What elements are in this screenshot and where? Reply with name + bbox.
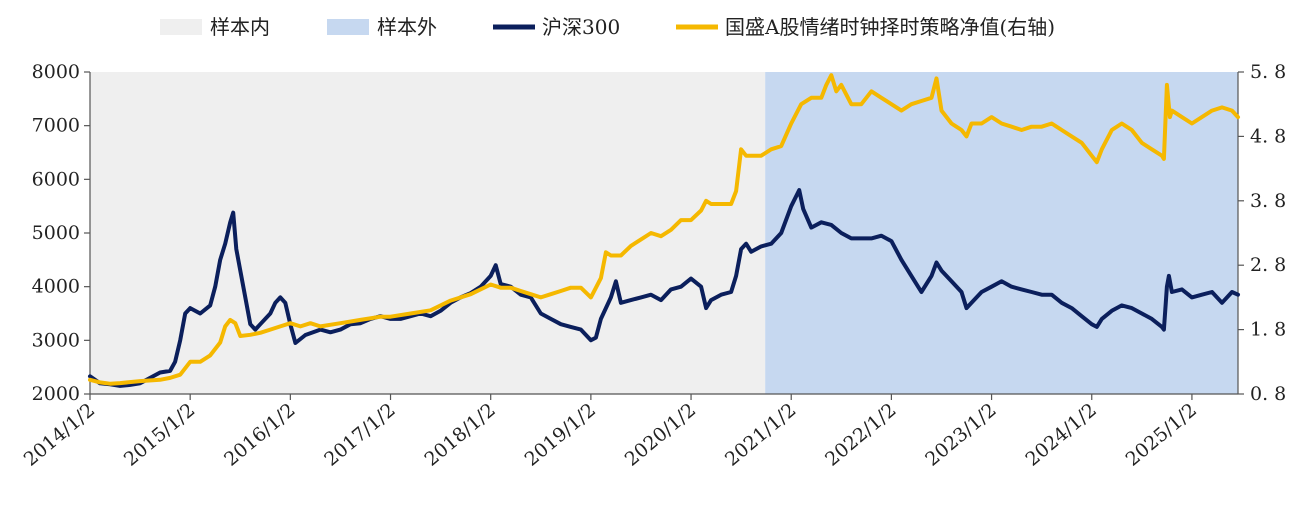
y-right-tick-label: 1. 8 <box>1250 319 1286 341</box>
legend-label-strategy: 国盛A股情绪时钟择时策略净值(右轴) <box>725 15 1055 39</box>
y-left-tick-label: 8000 <box>32 61 80 83</box>
axes <box>84 71 1244 400</box>
x-tick-label: 2025/1/2 <box>1122 399 1202 471</box>
x-tick-label: 2016/1/2 <box>220 399 300 471</box>
x-tick-label: 2024/1/2 <box>1021 399 1101 471</box>
legend-label-hs300: 沪深300 <box>542 15 620 39</box>
x-tick-label: 2022/1/2 <box>821 399 901 471</box>
x-tick-label: 2023/1/2 <box>921 399 1001 471</box>
y-left-tick-label: 5000 <box>32 222 80 244</box>
legend-label-out-of-sample: 样本外 <box>377 15 437 39</box>
y-right-tick-label: 0. 8 <box>1250 383 1286 405</box>
x-tick-label: 2015/1/2 <box>120 399 200 471</box>
y-left-tick-label: 7000 <box>32 115 80 137</box>
y-left-tick-label: 2000 <box>32 383 80 405</box>
y-left-tick-label: 3000 <box>32 329 80 351</box>
y-right-tick-label: 3. 8 <box>1250 190 1286 212</box>
x-tick-label: 2021/1/2 <box>721 399 801 471</box>
y-right-tick-label: 2. 8 <box>1250 254 1286 276</box>
y-left-tick-label: 6000 <box>32 168 80 190</box>
y-right-tick-label: 5. 8 <box>1250 61 1286 83</box>
legend-swatch-out-of-sample <box>327 19 369 35</box>
y-right-tick-label: 4. 8 <box>1250 125 1286 147</box>
x-tick-label: 2017/1/2 <box>320 399 400 471</box>
legend: 样本内 样本外 沪深300 国盛A股情绪时钟择时策略净值(右轴) <box>160 15 1055 39</box>
x-tick-label: 2020/1/2 <box>621 399 701 471</box>
x-tick-label: 2014/1/2 <box>20 399 100 471</box>
x-tick-label: 2019/1/2 <box>521 399 601 471</box>
series-hs300-line <box>88 188 1240 388</box>
series-lines <box>88 73 1240 388</box>
x-tick-label: 2018/1/2 <box>420 399 500 471</box>
series-strategy-nav-line <box>88 73 1240 386</box>
legend-label-in-sample: 样本内 <box>210 15 270 39</box>
y-left-tick-label: 4000 <box>32 276 80 298</box>
legend-swatch-in-sample <box>160 19 202 35</box>
